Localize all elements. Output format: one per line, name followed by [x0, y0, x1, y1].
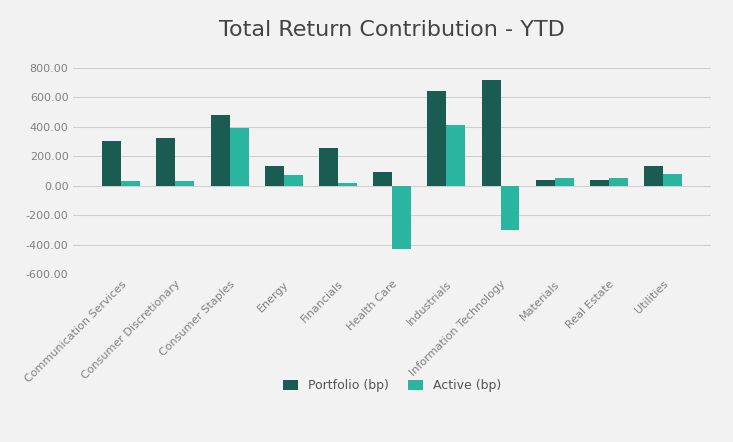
Bar — [392, 186, 411, 249]
Bar — [644, 167, 663, 186]
Bar — [284, 175, 303, 186]
Bar — [156, 138, 175, 186]
Bar — [121, 181, 140, 186]
Bar — [265, 167, 284, 186]
Bar — [319, 148, 338, 186]
Bar — [663, 174, 682, 186]
Bar — [501, 186, 520, 230]
Bar — [103, 141, 121, 186]
Legend: Portfolio (bp), Active (bp): Portfolio (bp), Active (bp) — [277, 373, 507, 399]
Bar — [555, 178, 574, 186]
Bar — [175, 181, 194, 186]
Bar — [609, 178, 628, 186]
Bar — [482, 80, 501, 186]
Bar — [210, 115, 229, 186]
Bar — [229, 128, 248, 186]
Bar — [536, 180, 555, 186]
Bar — [338, 183, 357, 186]
Bar — [427, 91, 446, 186]
Bar — [590, 180, 609, 186]
Bar — [373, 172, 392, 186]
Bar — [446, 125, 465, 186]
Title: Total Return Contribution - YTD: Total Return Contribution - YTD — [219, 20, 565, 40]
